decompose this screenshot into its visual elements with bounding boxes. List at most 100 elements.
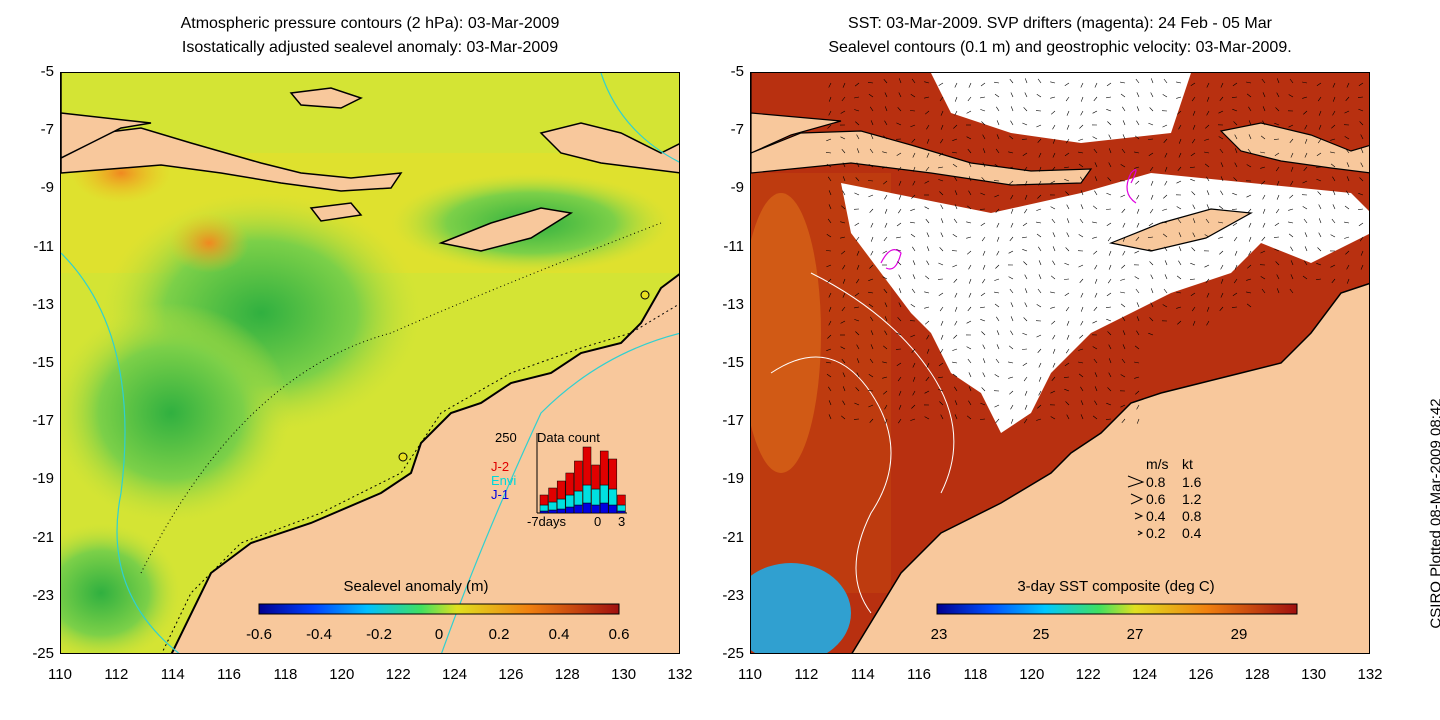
velocity-arrow xyxy=(1052,138,1056,144)
velocity-arrow xyxy=(968,386,972,392)
velocity-arrow xyxy=(827,278,832,283)
velocity-arrow xyxy=(940,414,944,420)
colorbar-tick: 27 xyxy=(1127,626,1144,643)
high-anomaly-patch xyxy=(169,213,249,273)
velocity-arrow xyxy=(994,81,1000,84)
velocity-arrow xyxy=(841,415,846,420)
velocity-arrow xyxy=(911,404,916,409)
velocity-arrow xyxy=(968,278,972,284)
velocity-arrow xyxy=(1037,404,1042,409)
velocity-arrow xyxy=(870,330,874,336)
velocity-legend: m/s kt 0.8 1.6 0.6 1.2 0.4 0.8 0.2 0.4 xyxy=(1127,456,1202,541)
velocity-arrow xyxy=(952,348,958,351)
velocity-arrow xyxy=(911,194,916,199)
velocity-arrow xyxy=(1024,390,1028,396)
velocity-arrow xyxy=(1078,264,1084,268)
velocity-arrow xyxy=(897,376,902,382)
velocity-arrow xyxy=(856,162,860,168)
inset-bar-segment xyxy=(591,488,600,506)
velocity-arrow xyxy=(1247,208,1252,213)
velocity-arrow xyxy=(868,374,874,378)
velocity-arrow xyxy=(1038,362,1042,368)
velocity-arrow xyxy=(1023,376,1028,382)
lon-tick-label: 128 xyxy=(1244,666,1270,683)
velocity-arrow xyxy=(1148,122,1154,126)
velocity-arrow xyxy=(828,96,832,102)
velocity-arrow xyxy=(870,120,874,126)
velocity-arrow xyxy=(1134,276,1140,280)
velocity-arrow xyxy=(996,344,1000,350)
velocity-arrow xyxy=(1359,236,1364,242)
inset-bar-segment xyxy=(548,501,557,511)
velocity-arrow xyxy=(1220,162,1224,168)
velocity-arrow xyxy=(982,372,986,378)
velocity-arrow xyxy=(1317,247,1322,252)
velocity-arrow xyxy=(994,164,1000,168)
velocity-arrow xyxy=(967,306,972,312)
velocity-arrow xyxy=(1318,218,1322,224)
velocity-arrow xyxy=(842,386,846,392)
inset-bar-segment xyxy=(599,450,609,486)
velocity-arrow xyxy=(1080,400,1084,406)
velocity-arrow xyxy=(1219,148,1224,154)
left-title-line1: Atmospheric pressure contours (2 hPa): 0… xyxy=(180,15,560,32)
velocity-arrow xyxy=(840,221,846,224)
velocity-arrow xyxy=(827,176,832,182)
lon-tick-label: 116 xyxy=(907,666,932,683)
velocity-arrow xyxy=(1192,204,1196,210)
velocity-arrow xyxy=(954,320,958,326)
velocity-arrow xyxy=(1134,166,1140,169)
colorbar-tick: 0.2 xyxy=(489,626,510,643)
velocity-arrow xyxy=(940,320,944,326)
velocity-arrow xyxy=(980,319,986,322)
velocity-arrow xyxy=(1024,274,1028,280)
velocity-arrow xyxy=(1164,260,1168,266)
velocity-arrow xyxy=(855,331,860,336)
velocity-arrow xyxy=(1358,208,1364,210)
velocity-arrow xyxy=(1275,166,1280,172)
velocity-arrow xyxy=(1036,233,1042,238)
velocity-arrow xyxy=(1316,263,1322,266)
velocity-arrow xyxy=(1358,193,1364,196)
velocity-arrow xyxy=(980,192,986,196)
velocity-arrow xyxy=(1038,166,1042,172)
velocity-arrow xyxy=(1246,81,1252,84)
velocity-arrow xyxy=(994,404,1000,408)
velocity-arrow xyxy=(854,109,860,112)
velocity-arrow xyxy=(1290,246,1294,252)
northern-islands xyxy=(1219,122,1369,174)
velocity-arrow xyxy=(1178,138,1182,144)
velocity-arrow xyxy=(1010,404,1014,410)
velocity-arrow xyxy=(1038,376,1042,382)
inset-bar-segment xyxy=(548,509,557,514)
velocity-arrow xyxy=(926,362,930,368)
inset-bar-segment xyxy=(556,480,566,500)
velocity-arrow xyxy=(1063,278,1070,280)
velocity-arrow xyxy=(938,179,944,182)
velocity-arrow xyxy=(996,120,1000,126)
velocity-arrow xyxy=(1190,152,1196,157)
velocity-arrow xyxy=(952,163,958,168)
velocity-arrow xyxy=(1248,222,1252,228)
velocity-arrow xyxy=(856,372,860,378)
velocity-arrow xyxy=(1318,124,1322,130)
velocity-arrow xyxy=(1262,120,1266,126)
velocity-arrow xyxy=(1036,124,1042,128)
lat-tick-label: -25 xyxy=(32,645,54,662)
lon-tick-label: 118 xyxy=(273,666,298,683)
velocity-arrow xyxy=(1120,404,1126,408)
velocity-arrow xyxy=(952,151,958,154)
velocity-arrow xyxy=(995,418,1000,423)
velocity-arrow xyxy=(1330,234,1336,238)
velocity-arrow xyxy=(1009,78,1014,84)
velocity-arrow xyxy=(1136,302,1140,308)
velocity-arrow xyxy=(924,306,930,309)
velocity-arrow xyxy=(1052,246,1056,252)
velocity-arrow xyxy=(1136,222,1140,228)
velocity-arrow xyxy=(1290,274,1294,280)
velocity-arrow xyxy=(924,96,930,99)
velocity-arrow xyxy=(1246,194,1252,198)
velocity-arrow xyxy=(1065,306,1070,312)
velocity-arrow xyxy=(1303,166,1308,171)
velocity-arrow xyxy=(842,372,846,378)
